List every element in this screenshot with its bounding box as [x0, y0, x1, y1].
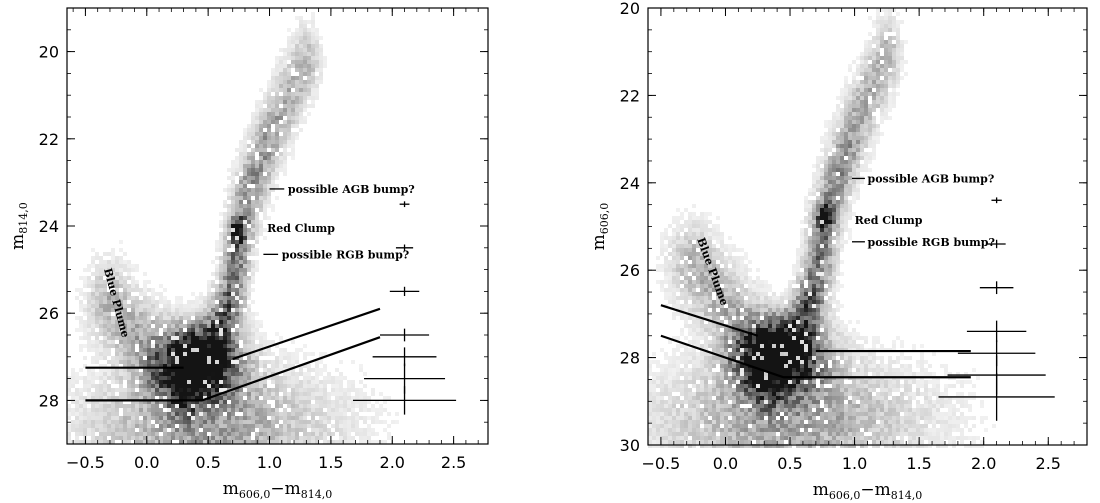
- x-axis-label: m606,0−m814,0: [223, 479, 333, 501]
- error-bar: [399, 201, 410, 208]
- annotation-label: possible RGB bump?: [868, 236, 995, 249]
- y-tick-label: 20: [39, 43, 59, 62]
- y-axis-label: m606,0: [589, 203, 611, 251]
- x-axis-label: m606,0−m814,0: [813, 480, 923, 502]
- error-bar: [389, 286, 420, 297]
- x-tick-label: 2.5: [1036, 454, 1061, 473]
- annotation-label: Red Clump: [855, 214, 923, 227]
- x-tick-label: 1.5: [318, 453, 343, 472]
- y-tick-label: 26: [39, 304, 59, 323]
- x-tick-label: 0.0: [134, 453, 159, 472]
- y-tick-label: 28: [39, 391, 59, 410]
- annotation-label: Red Clump: [267, 222, 335, 235]
- error-bar: [352, 386, 457, 415]
- error-bar: [938, 373, 1055, 421]
- x-tick-label: 2.0: [971, 454, 996, 473]
- error-bar: [991, 197, 1002, 204]
- error-bar: [987, 239, 1006, 249]
- error-bar: [966, 320, 1027, 343]
- selection-cut-line: [232, 307, 381, 361]
- right-cmd-panel: −0.5 0.0 0.5 1.0 1.5 2.0 2.5 20 22 24 26 28 30 m606,0…: [589, 0, 1088, 502]
- left-cmd-panel: −0.5 0.0 0.5 1.0 1.5 2.0 2.5 20 22 24 26 28 m606,0−m…: [8, 7, 489, 501]
- x-tick-label: −0.5: [66, 453, 105, 472]
- density-map: [648, 8, 996, 448]
- selection-cut-line: [660, 304, 759, 337]
- error-bar: [979, 281, 1014, 295]
- y-tick-label: 30: [620, 436, 640, 455]
- annotation-label: possible AGB bump?: [868, 172, 995, 185]
- x-tick-label: 1.0: [257, 453, 282, 472]
- error-bar: [379, 328, 430, 342]
- x-tick-label: 1.5: [906, 454, 931, 473]
- selection-cut-line: [85, 336, 381, 402]
- annotation-label: possible RGB bump?: [282, 248, 409, 261]
- y-tick-label: 24: [39, 217, 59, 236]
- y-tick-label: 22: [39, 130, 59, 149]
- density-map: [67, 12, 399, 444]
- y-tick-label: 26: [620, 261, 640, 280]
- x-tick-label: 0.0: [713, 454, 738, 473]
- x-tick-label: 2.0: [380, 453, 405, 472]
- error-bar: [395, 244, 414, 252]
- x-tick-label: 2.5: [441, 453, 466, 472]
- annotation-label: possible AGB bump?: [288, 183, 415, 196]
- x-tick-label: 1.0: [842, 454, 867, 473]
- error-bar: [372, 347, 437, 367]
- x-tick-label: 0.5: [195, 453, 220, 472]
- y-tick-label: 24: [620, 174, 640, 193]
- selection-cut-line: [660, 334, 971, 379]
- y-tick-label: 20: [620, 0, 640, 18]
- y-tick-label: 28: [620, 349, 640, 368]
- y-axis-label: m814,0: [8, 202, 30, 250]
- y-tick-label: 22: [620, 86, 640, 105]
- x-tick-label: 0.5: [777, 454, 802, 473]
- x-tick-label: −0.5: [641, 454, 680, 473]
